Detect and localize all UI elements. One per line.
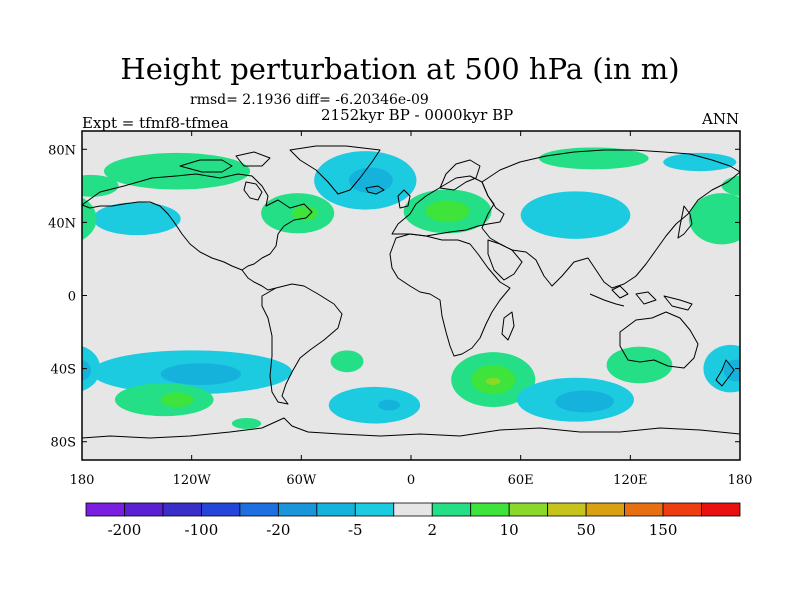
- x-axis: 180 120W 60W 0 60E 120E 180: [70, 131, 753, 488]
- y-tick-label: 80S: [51, 436, 76, 451]
- x-tick-label: 120E: [613, 473, 647, 488]
- x-tick-label: 60W: [286, 473, 317, 488]
- coastline-north-america: [82, 173, 313, 271]
- colorbar-box: [162, 502, 202, 517]
- coastline-africa: [389, 233, 511, 357]
- anomaly-new-zealand-core: [723, 359, 740, 382]
- experiment-label: Expt = tfmf8-tfmea: [82, 114, 229, 132]
- y-tick-label: 80N: [48, 143, 76, 158]
- coastline-central-america: [241, 269, 277, 291]
- coastline-greenland: [289, 145, 381, 195]
- x-tick-label: 0: [407, 473, 415, 488]
- colorbar-box: [662, 502, 702, 517]
- anomaly-southern-ocean-pacific-core: [160, 392, 194, 407]
- colorbar-box: [239, 502, 279, 517]
- anomaly-north-pacific-east-negative: [92, 202, 181, 236]
- coastline-british-isles: [397, 189, 411, 209]
- anomaly-south-atlantic-positive: [330, 350, 364, 373]
- colorbar: -200 -100 -20 -5 2 10 50 150: [85, 502, 741, 539]
- colorbar-label: 50: [577, 521, 596, 539]
- colorbar-box: [585, 502, 625, 517]
- anomaly-australia-south-positive: [606, 346, 673, 384]
- coastline-arabia: [487, 239, 523, 281]
- coastline-indonesia: [589, 285, 693, 311]
- anomaly-antarctic-coast-positive: [231, 417, 262, 429]
- colorbar-label: -5: [348, 521, 363, 539]
- y-tick-label: 40S: [51, 363, 76, 378]
- coastline-south-america: [261, 283, 343, 405]
- anomaly-new-zealand-core: [82, 359, 92, 381]
- coastlines: [82, 145, 740, 439]
- y-tick-label: 40N: [48, 216, 76, 231]
- coastline-arctic-islands: [179, 151, 271, 173]
- anomaly-eastern-north-america-core: [292, 205, 318, 221]
- colorbar-box: [508, 502, 549, 517]
- colorbar-box: [624, 502, 664, 517]
- anomaly-bering-negative: [663, 152, 737, 172]
- colorbar-label: -200: [108, 521, 142, 539]
- anomaly-north-canada-positive: [103, 152, 251, 190]
- colorbar-box: [354, 502, 395, 517]
- colorbar-box: [470, 502, 510, 517]
- anomaly-north-pacific-west-positive: [82, 174, 119, 197]
- colorbar-box: [85, 502, 125, 517]
- coastline-antarctica: [82, 417, 740, 439]
- anomaly-southern-ocean-atlantic-core: [378, 399, 401, 411]
- x-tick-label: 180: [70, 473, 95, 488]
- stats-subtitle: rmsd= 2.1936 diff= -6.20346e-09: [190, 92, 429, 108]
- anomaly-north-pacific-positive: [82, 197, 97, 241]
- colorbar-box: [277, 502, 318, 517]
- anomaly-southern-ocean-atlantic-negative: [328, 386, 421, 424]
- season-label: ANN: [702, 110, 740, 128]
- coastline-iceland: [365, 185, 385, 195]
- coastline-scandinavia: [439, 159, 481, 191]
- colorbar-box: [124, 502, 164, 517]
- colorbar-label: 150: [649, 521, 678, 539]
- colorbar-box: [431, 502, 472, 517]
- x-tick-label: 60E: [508, 473, 534, 488]
- colorbar-label: -20: [266, 521, 290, 539]
- period-subtitle: 2152kyr BP - 0000kyr BP: [321, 106, 514, 124]
- anomaly-southern-ocean-indian-core: [555, 390, 614, 413]
- colorbar-box: [547, 502, 587, 517]
- anomaly-south-indian-peak: [485, 377, 501, 386]
- colorbar-box: [316, 502, 356, 517]
- anomaly-field: [82, 147, 740, 429]
- colorbar-label: 2: [427, 521, 437, 539]
- y-axis: 80N 40N 0 40S 80S: [48, 143, 740, 451]
- colorbar-label: -100: [185, 521, 219, 539]
- colorbar-box: [201, 502, 241, 517]
- x-tick-label: 180: [728, 473, 753, 488]
- colorbar-box: [701, 502, 741, 517]
- colorbar-label: 10: [500, 521, 519, 539]
- coastline-australia: [619, 311, 699, 369]
- anomaly-new-zealand-negative: [703, 344, 740, 393]
- anomaly-north-pacific-west-positive: [721, 175, 740, 197]
- coastline-hudson-bay: [243, 181, 263, 201]
- anomaly-central-asia-negative: [520, 191, 631, 239]
- colorbar-box: [393, 502, 433, 517]
- y-tick-label: 0: [68, 290, 76, 305]
- coastline-madagascar: [501, 311, 515, 341]
- coastline-japan: [677, 205, 693, 239]
- anomaly-north-pacific-positive: [688, 193, 740, 245]
- anomaly-new-zealand-negative: [82, 346, 101, 392]
- anomaly-south-pacific-core: [160, 363, 242, 386]
- coastline-new-zealand: [715, 359, 735, 387]
- chart-title: Height perturbation at 500 hPa (in m): [120, 52, 680, 86]
- anomaly-greenland-core: [348, 167, 393, 194]
- anomaly-europe-core: [425, 200, 470, 223]
- x-tick-label: 120W: [173, 473, 212, 488]
